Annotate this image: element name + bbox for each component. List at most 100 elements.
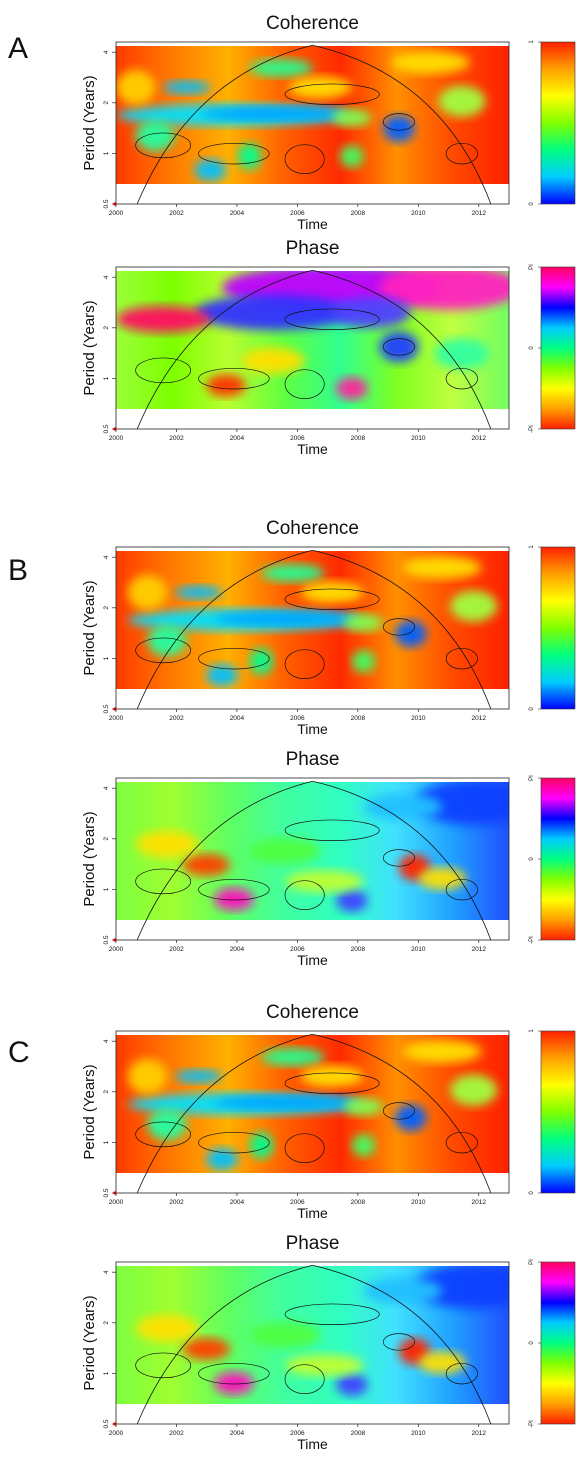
significance-contour	[198, 367, 270, 390]
heatmap-patch	[127, 574, 168, 611]
y-tick-label: 0.5	[103, 935, 110, 944]
heatmap-patch	[135, 830, 199, 858]
heatmap-patch	[206, 664, 238, 687]
heatmap-patch	[332, 296, 411, 328]
y-axis-label: Period (Years)	[81, 300, 98, 395]
y-axis-label: Period (Years)	[81, 580, 98, 675]
x-tick-label: 2008	[351, 1199, 366, 1206]
x-tick-label: 2006	[290, 210, 305, 217]
colorbar-tick-label: -PI	[529, 936, 535, 944]
significance-contour	[445, 647, 478, 670]
significance-contour	[382, 849, 416, 867]
significance-contour	[198, 1131, 270, 1154]
significance-contour	[382, 338, 416, 356]
significance-contour	[284, 83, 380, 106]
phase-colorbar	[540, 777, 576, 941]
x-tick-label: 2012	[472, 1199, 487, 1206]
heatmap-patch	[214, 1095, 356, 1110]
x-tick-label: 2008	[351, 435, 366, 442]
heatmap-patch	[135, 1314, 199, 1342]
x-tick-label: 2010	[411, 210, 426, 217]
heatmap-patch	[363, 1277, 443, 1305]
x-axis-label: Time	[297, 441, 328, 457]
significance-contour	[445, 1131, 478, 1154]
heatmap-patch	[261, 1048, 325, 1066]
y-tick-label: 1	[103, 151, 110, 155]
heatmap-patch	[249, 837, 321, 865]
colorbar-tick-label: PI	[529, 1259, 535, 1265]
heatmap-patch	[395, 620, 427, 648]
plot-title: Coherence	[266, 518, 359, 539]
y-tick-label: 2	[103, 1090, 110, 1094]
x-tick-label: 2008	[351, 1430, 366, 1437]
y-tick-label: 2	[103, 606, 110, 610]
heatmap-patch	[383, 115, 415, 143]
heatmap-patch	[249, 59, 313, 77]
significance-contour	[198, 1362, 270, 1385]
heatmap-patch	[147, 625, 187, 657]
x-tick-label: 2012	[472, 1430, 487, 1437]
x-tick-label: 2012	[472, 435, 487, 442]
significance-contour	[284, 369, 325, 400]
significance-contour	[284, 649, 325, 679]
significance-contour	[445, 142, 478, 165]
x-tick-label: 2002	[169, 1430, 184, 1437]
colorbar-tick-label: PI	[529, 264, 535, 270]
x-tick-label: 2004	[230, 715, 245, 722]
significance-contour	[284, 588, 380, 611]
heatmap-patch	[391, 51, 470, 74]
x-tick-label: 2010	[411, 946, 426, 953]
y-tick-label: 0.5	[103, 424, 110, 433]
y-tick-label: 1	[103, 887, 110, 891]
x-tick-label: 2004	[230, 946, 245, 953]
heatmap-patch	[194, 294, 352, 331]
heatmap-patch	[340, 145, 364, 168]
y-tick-label: 1	[103, 1140, 110, 1144]
heatmap-patch	[336, 377, 368, 400]
phase-plot: Phase 0.5 1 2 4 2000 2002 2004 2006 2008 2010 2012 T…	[81, 1233, 576, 1452]
y-axis-label: Period (Years)	[81, 75, 98, 170]
heatmap-patch	[174, 585, 223, 600]
heatmap-patch	[237, 143, 262, 170]
heatmap-patch	[402, 556, 482, 579]
heatmap-patch	[214, 888, 254, 911]
x-tick-label: 2008	[351, 946, 366, 953]
significance-contour	[284, 308, 380, 330]
plot-title: Phase	[286, 749, 340, 770]
cone-of-influence-right	[312, 44, 492, 205]
significance-contour	[284, 1133, 325, 1164]
heatmap-patch	[202, 106, 344, 121]
x-tick-label: 2006	[290, 946, 305, 953]
y-tick-label: 4	[103, 275, 110, 279]
panel-letter: B	[8, 554, 28, 587]
significance-contour	[135, 637, 192, 664]
heatmap-patch	[206, 374, 246, 397]
coherence-colorbar	[540, 1030, 576, 1194]
x-tick-label: 2004	[230, 1430, 245, 1437]
y-tick-label: 0.5	[103, 704, 110, 713]
plot-frame	[115, 1261, 510, 1425]
cone-of-influence-left	[136, 1264, 313, 1425]
heatmap-patch	[300, 581, 364, 604]
heatmap-patch	[116, 69, 156, 106]
x-tick-label: 2006	[290, 1430, 305, 1437]
colorbar-tick-label: -PI	[529, 1420, 535, 1428]
heatmap	[116, 1035, 509, 1173]
x-axis-label: Time	[297, 216, 328, 232]
y-tick-label: 1	[103, 656, 110, 660]
plot-frame	[115, 266, 510, 430]
significance-contour	[445, 1362, 478, 1385]
y-tick-label: 1	[103, 1371, 110, 1375]
origin-marker	[113, 938, 117, 942]
plot-title: Phase	[286, 238, 340, 259]
heatmap-patch	[163, 80, 211, 95]
cone-of-influence-right	[312, 269, 492, 430]
colorbar-tick-label: 0	[529, 707, 535, 711]
heatmap-patch	[174, 1069, 223, 1084]
phase-colorbar	[540, 266, 576, 430]
colorbar-tick-label: -PI	[529, 425, 535, 433]
heatmap-patch	[284, 870, 364, 893]
cone-of-influence-left	[136, 269, 313, 430]
heatmap-patch	[300, 1065, 364, 1088]
plot-frame	[115, 546, 510, 710]
